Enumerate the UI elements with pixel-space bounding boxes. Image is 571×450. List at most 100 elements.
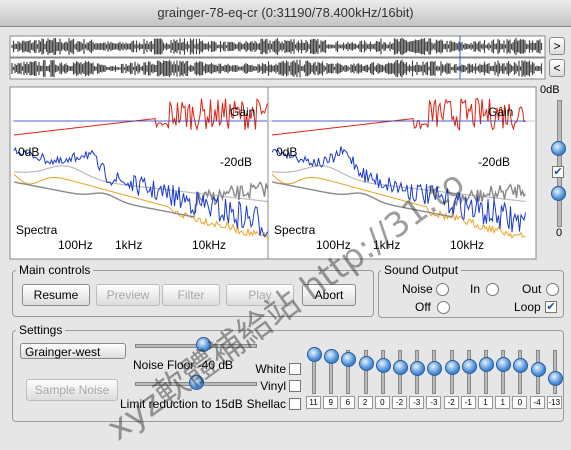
- eq-value: 1: [495, 396, 511, 409]
- waveform: [11, 59, 543, 78]
- eq-knob[interactable]: [496, 357, 512, 372]
- eq-knob[interactable]: [375, 358, 391, 373]
- scroll-button[interactable]: >: [549, 37, 565, 55]
- eq-value: 11: [306, 396, 321, 409]
- button[interactable]: Resume: [22, 284, 90, 306]
- minus20-label: -20dB: [478, 155, 511, 169]
- curve: [271, 181, 527, 218]
- eq-knob[interactable]: [393, 360, 408, 375]
- option-label: Loop: [514, 300, 541, 314]
- option-label: Noise: [402, 282, 433, 296]
- curve: [13, 97, 268, 136]
- eq-knob[interactable]: [358, 356, 374, 371]
- side-knob[interactable]: [551, 141, 566, 156]
- plots: [9, 35, 546, 260]
- eq-knob[interactable]: [410, 361, 426, 376]
- limit-label: Limit reduction to 15dB: [120, 397, 243, 411]
- eq-knob[interactable]: [341, 352, 357, 367]
- gain-label: Gain: [230, 105, 256, 119]
- eq-knob[interactable]: [530, 362, 546, 377]
- eq-knob[interactable]: [444, 360, 460, 375]
- checkbox[interactable]: [289, 363, 301, 375]
- checkbox[interactable]: ✔: [545, 301, 557, 313]
- group-title: Sound Output: [381, 263, 462, 277]
- eq-track: [363, 350, 368, 394]
- preset-dropdown[interactable]: Grainger-west: [20, 343, 126, 359]
- eq-value: 9: [323, 396, 339, 409]
- gain-label: Gain: [488, 105, 514, 119]
- freq-label: 100Hz: [58, 238, 93, 252]
- filter-label: Shellac: [246, 397, 286, 411]
- button: Filter: [162, 284, 220, 306]
- group-title: Settings: [16, 323, 66, 337]
- button[interactable]: Abort: [302, 284, 356, 306]
- side-track: [557, 100, 562, 227]
- eq-knob[interactable]: [307, 347, 322, 362]
- freq-label: 100Hz: [316, 238, 351, 252]
- eq-track: [501, 350, 506, 394]
- eq-knob[interactable]: [513, 358, 529, 373]
- eq-value: 6: [340, 396, 356, 409]
- noise-floor-knob[interactable]: [196, 337, 211, 352]
- title-bar: grainger-78-eq-cr (0:31190/78.400kHz/16b…: [0, 0, 571, 27]
- spectrum-area: [9, 86, 537, 260]
- side-knob[interactable]: [551, 186, 566, 201]
- curve: [13, 165, 268, 203]
- freq-label: 1kHz: [373, 238, 401, 252]
- eq-value: -1: [460, 396, 476, 409]
- curve: [271, 97, 526, 136]
- eq-value: 0: [374, 396, 390, 409]
- spectra-label: Spectra: [274, 223, 316, 237]
- waveform: [11, 37, 543, 56]
- radio[interactable]: [486, 283, 499, 296]
- freq-label: 10kHz: [192, 238, 227, 252]
- eq-knob[interactable]: [324, 349, 340, 364]
- filter-label: White: [255, 362, 286, 376]
- side-check[interactable]: ✔: [552, 166, 564, 178]
- main-controls-group: [12, 270, 374, 317]
- eq-value: -3: [409, 396, 425, 409]
- spectra-label: Spectra: [16, 223, 58, 237]
- radio[interactable]: [546, 283, 559, 296]
- eq-value: -13: [546, 396, 562, 409]
- eq-value: -2: [443, 396, 459, 409]
- curve: [13, 146, 268, 238]
- filter-label: Vinyl: [260, 379, 286, 393]
- eq-value: -4: [529, 396, 545, 409]
- eq-knob[interactable]: [461, 359, 477, 374]
- settings-group: [12, 330, 564, 422]
- eq-knob[interactable]: [427, 361, 443, 376]
- option-label: Off: [415, 300, 431, 314]
- sample-noise-button: Sample Noise: [26, 379, 118, 401]
- eq-track: [346, 350, 351, 394]
- eq-value: -3: [426, 396, 442, 409]
- eq-knob[interactable]: [479, 357, 494, 372]
- side-top-label: 0dB: [540, 84, 560, 96]
- radio[interactable]: [437, 301, 450, 314]
- limit-knob[interactable]: [189, 375, 204, 390]
- group-title: Main controls: [16, 263, 94, 277]
- eq-value: 1: [478, 396, 493, 409]
- radio[interactable]: [436, 283, 449, 296]
- eq-value: 2: [357, 396, 373, 409]
- checkbox[interactable]: [289, 380, 301, 392]
- scroll-button[interactable]: <: [549, 59, 565, 77]
- noise-floor-label: Noise Floor -40 dB: [133, 358, 234, 372]
- freq-label: 10kHz: [450, 238, 485, 252]
- curve: [13, 173, 268, 238]
- eq-track: [484, 350, 488, 394]
- freq-label: 1kHz: [115, 238, 143, 252]
- curve: [271, 173, 526, 239]
- curve: [271, 146, 526, 233]
- sound-output-group: [378, 270, 564, 318]
- eq-knob[interactable]: [547, 371, 563, 386]
- side-bottom-label: 0: [556, 227, 563, 239]
- zero-db-label: 0dB: [276, 145, 298, 159]
- button: Preview: [96, 284, 160, 306]
- option-label: Out: [522, 282, 542, 296]
- zero-db-label: 0dB: [18, 145, 40, 159]
- minus20-label: -20dB: [220, 155, 253, 169]
- eq-value: 0: [512, 396, 528, 409]
- checkbox[interactable]: [289, 398, 301, 410]
